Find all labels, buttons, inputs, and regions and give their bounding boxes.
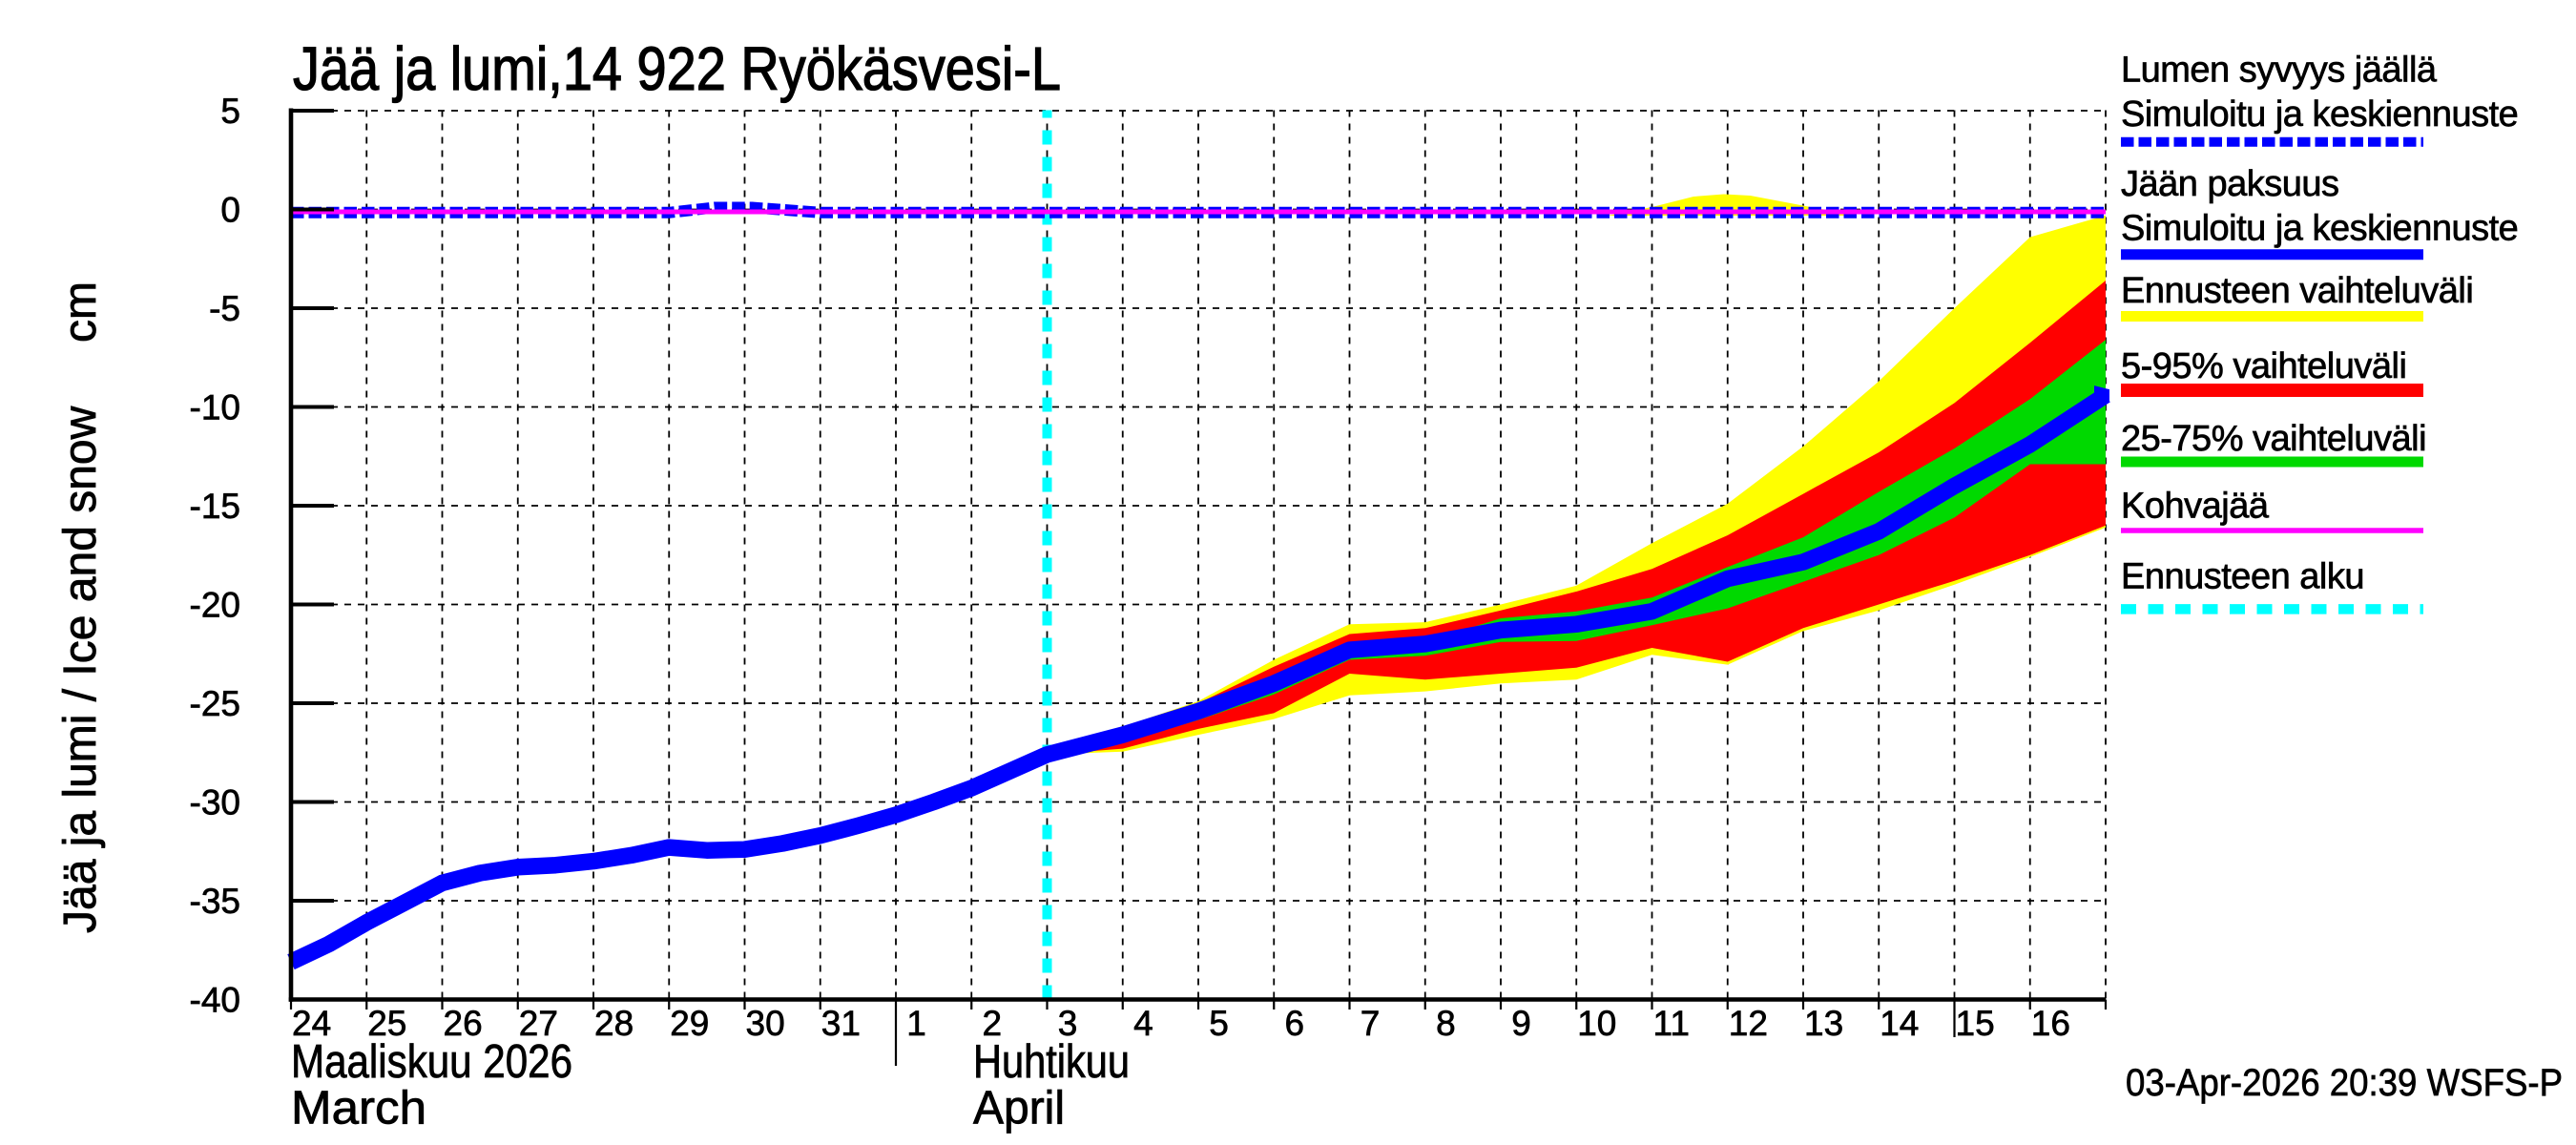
svg-text:11: 11 — [1653, 1004, 1690, 1043]
svg-text:16: 16 — [2031, 1004, 2070, 1043]
svg-text:March: March — [291, 1083, 426, 1135]
svg-text:Lumen syvyys jäällä: Lumen syvyys jäällä — [2121, 50, 2438, 90]
svg-text:April: April — [973, 1083, 1065, 1135]
svg-text:-25: -25 — [190, 684, 240, 723]
svg-text:-35: -35 — [190, 882, 240, 921]
svg-text:-15: -15 — [190, 487, 240, 526]
svg-text:-5: -5 — [209, 289, 240, 328]
svg-text:25-75% vaihteluväli: 25-75% vaihteluväli — [2121, 419, 2426, 459]
svg-text:5: 5 — [1199, 1004, 1229, 1043]
svg-text:6: 6 — [1275, 1004, 1304, 1043]
svg-text:Simuloitu ja keskiennuste: Simuloitu ja keskiennuste — [2121, 209, 2518, 249]
svg-text:-20: -20 — [190, 586, 240, 625]
svg-text:Ennusteen alku: Ennusteen alku — [2121, 557, 2364, 597]
svg-text:29: 29 — [670, 1004, 709, 1043]
svg-text:14: 14 — [1880, 1004, 1919, 1043]
svg-text:30: 30 — [746, 1004, 785, 1043]
svg-text:Jää ja lumi,14 922 Ryökäsvesi-: Jää ja lumi,14 922 Ryökäsvesi-L — [293, 34, 1061, 103]
svg-text:Huhtikuu: Huhtikuu — [973, 1036, 1130, 1088]
svg-text:5: 5 — [220, 92, 240, 131]
svg-text:25: 25 — [367, 1004, 406, 1043]
svg-text:Jää ja lumi / Ice and snow: Jää ja lumi / Ice and snow cm — [55, 281, 106, 933]
svg-text:5-95% vaihteluväli: 5-95% vaihteluväli — [2121, 346, 2406, 386]
svg-text:8: 8 — [1426, 1004, 1456, 1043]
svg-text:1: 1 — [897, 1004, 926, 1043]
svg-text:03-Apr-2026 20:39 WSFS-P: 03-Apr-2026 20:39 WSFS-P — [2126, 1062, 2563, 1104]
svg-text:24: 24 — [292, 1004, 331, 1043]
svg-text:Jään paksuus: Jään paksuus — [2121, 164, 2339, 204]
svg-text:28: 28 — [594, 1004, 634, 1043]
svg-text:Maaliskuu 2026: Maaliskuu 2026 — [291, 1036, 572, 1088]
svg-text:15: 15 — [1956, 1004, 1995, 1043]
svg-text:4: 4 — [1124, 1004, 1153, 1043]
svg-text:27: 27 — [519, 1004, 558, 1043]
svg-text:31: 31 — [821, 1004, 861, 1043]
svg-text:-40: -40 — [190, 981, 240, 1020]
svg-text:2: 2 — [972, 1004, 1002, 1043]
svg-text:-10: -10 — [190, 388, 240, 427]
svg-text:3: 3 — [1049, 1004, 1078, 1043]
svg-text:-30: -30 — [190, 783, 240, 822]
svg-text:12: 12 — [1729, 1004, 1768, 1043]
svg-text:26: 26 — [444, 1004, 483, 1043]
svg-text:Ennusteen vaihteluväli: Ennusteen vaihteluväli — [2121, 271, 2473, 311]
svg-text:10: 10 — [1577, 1004, 1616, 1043]
svg-text:13: 13 — [1804, 1004, 1843, 1043]
svg-text:Kohvajää: Kohvajää — [2121, 487, 2270, 527]
svg-text:0: 0 — [220, 191, 240, 230]
svg-text:9: 9 — [1502, 1004, 1531, 1043]
svg-text:Simuloitu ja keskiennuste: Simuloitu ja keskiennuste — [2121, 94, 2518, 135]
svg-text:7: 7 — [1351, 1004, 1381, 1043]
